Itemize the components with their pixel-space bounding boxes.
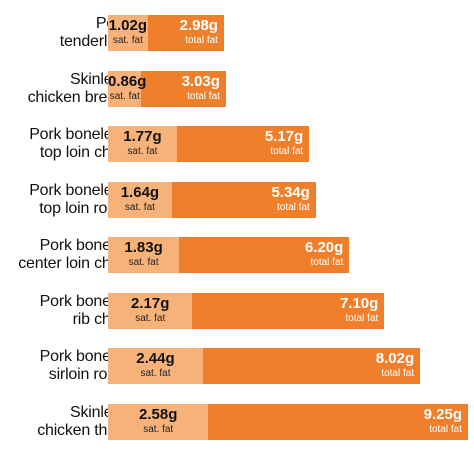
sat-fat-value: 1.64g xyxy=(120,183,160,201)
total-fat-caption: total fat xyxy=(381,368,415,379)
category-label-line: Pork bone-in xyxy=(39,348,129,365)
sat-fat-value: 2.44g xyxy=(136,350,175,367)
category-label-line: top loin chop xyxy=(39,144,128,161)
sat-fat-caption: sat. fat xyxy=(109,90,140,102)
total-fat-caption: total fat xyxy=(270,146,304,157)
category-label-line: Pork bone-in xyxy=(39,292,129,310)
category-label-line: Pork bone-in xyxy=(39,237,129,254)
sat-fat-bar xyxy=(108,126,177,162)
sat-fat-caption: sat. fat xyxy=(127,146,158,157)
total-fat-caption: total fat xyxy=(310,257,344,268)
sat-fat-bar xyxy=(108,70,142,107)
total-fat-value: 5.34g xyxy=(271,183,310,201)
total-fat-caption: total fat xyxy=(185,35,218,46)
sat-fat-value: 0.86g xyxy=(108,72,147,90)
total-fat-value: 7.10g xyxy=(339,294,379,312)
total-fat-value: 6.20g xyxy=(304,239,344,256)
total-fat-value: 3.03g xyxy=(181,72,220,90)
total-fat-caption: total fat xyxy=(277,201,310,213)
sat-fat-value: 1.02g xyxy=(108,17,148,34)
sat-fat-value: 2.58g xyxy=(139,405,178,423)
sat-fat-value: 2.17g xyxy=(131,294,170,312)
sat-fat-bar xyxy=(108,292,193,329)
total-fat-caption: total fat xyxy=(345,312,379,324)
sat-fat-value: 1.77g xyxy=(123,128,162,145)
total-fat-value: 5.17g xyxy=(264,128,304,145)
category-label: Pork bone-in center loin chop xyxy=(0,237,128,273)
total-fat-value: 8.02g xyxy=(375,350,415,367)
sat-fat-value: 1.83g xyxy=(124,239,163,256)
sat-fat-bar xyxy=(108,403,209,440)
sat-fat-bar xyxy=(108,348,203,384)
category-label-line: Pork boneless xyxy=(29,126,128,143)
category-label-line: Pork boneless xyxy=(29,181,128,199)
category-label-line: chicken breast xyxy=(27,88,129,106)
sat-fat-caption: sat. fat xyxy=(128,257,159,268)
sat-fat-caption: sat. fat xyxy=(112,35,143,46)
sat-fat-caption: sat. fat xyxy=(135,312,166,324)
sat-fat-bar xyxy=(108,181,172,218)
category-label-line: center loin chop xyxy=(18,255,128,272)
category-label-line: top loin roast xyxy=(39,199,128,217)
total-fat-caption: total fat xyxy=(429,423,462,435)
sat-fat-bar xyxy=(108,237,180,273)
sat-fat-caption: sat. fat xyxy=(140,368,171,379)
category-label: Pork boneless top loin chop xyxy=(0,126,128,162)
total-fat-value: 2.98g xyxy=(179,17,218,34)
total-fat-value: 9.25g xyxy=(423,405,462,423)
sat-fat-caption: sat. fat xyxy=(143,423,174,435)
category-label: Pork boneless top loin roast xyxy=(0,182,128,218)
category-label-line: chicken thigh xyxy=(37,421,128,439)
sat-fat-caption: sat. fat xyxy=(124,201,155,213)
sat-fat-bar xyxy=(108,15,148,51)
total-fat-caption: total fat xyxy=(187,90,220,102)
